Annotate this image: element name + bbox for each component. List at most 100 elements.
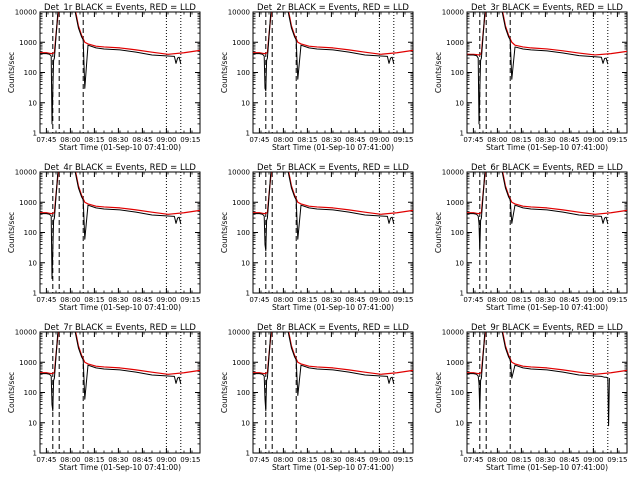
y-tick-label: 1000 [19, 359, 37, 367]
events-series-line [40, 12, 182, 125]
detector-panel: Det_6r BLACK = Events, RED = LLD 1 10 100 10… [434, 163, 628, 312]
x-tick-label: 07:45 [463, 296, 483, 304]
panel-title: Det_6r BLACK = Events, RED = LLD [471, 163, 623, 173]
x-tick-label: 08:30 [321, 296, 341, 304]
x-tick-label: 08:15 [511, 456, 531, 464]
events-series-line [467, 332, 610, 427]
panel-frame [39, 331, 201, 454]
x-tick-label: 07:45 [36, 456, 56, 464]
panel-frame [252, 331, 414, 454]
panel-frame [39, 171, 201, 294]
detector-panel: Det_7r BLACK = Events, RED = LLD 1 10 100 10… [7, 323, 201, 472]
x-axis-label: Start Time (01-Sep-10 07:41:00) [59, 303, 181, 312]
x-tick-label: 08:30 [535, 296, 555, 304]
events-series-line [253, 172, 395, 252]
events-series-line [40, 172, 182, 280]
y-tick-label: 1000 [232, 359, 250, 367]
x-tick-label: 08:00 [273, 456, 293, 464]
detector-panel: Det_8r BLACK = Events, RED = LLD 1 10 100 10… [220, 323, 414, 472]
x-tick-label: 08:00 [273, 296, 293, 304]
panel-title: Det_9r BLACK = Events, RED = LLD [471, 323, 623, 333]
x-tick-label: 09:00 [369, 136, 389, 144]
panel-title: Det_5r BLACK = Events, RED = LLD [257, 163, 409, 173]
x-tick-label: 07:45 [463, 456, 483, 464]
y-tick-label: 100 [237, 69, 250, 77]
y-tick-label: 1 [460, 130, 464, 138]
x-tick-label: 08:00 [487, 456, 507, 464]
x-axis-label: Start Time (01-Sep-10 07:41:00) [272, 143, 394, 152]
y-axis-label: Counts/sec [220, 372, 229, 413]
y-tick-label: 100 [24, 69, 37, 77]
x-tick-label: 09:00 [369, 296, 389, 304]
x-tick-label: 07:45 [249, 456, 269, 464]
x-axis-label: Start Time (01-Sep-10 07:41:00) [486, 303, 608, 312]
plot-area [40, 332, 200, 412]
y-tick-label: 10 [241, 419, 250, 427]
x-tick-label: 09:15 [180, 456, 200, 464]
x-tick-label: 08:00 [273, 136, 293, 144]
panel-title: Det_4r BLACK = Events, RED = LLD [44, 163, 196, 173]
panel-title: Det_7r BLACK = Events, RED = LLD [44, 323, 196, 333]
x-tick-label: 08:30 [108, 456, 128, 464]
plot-area [253, 12, 413, 92]
y-tick-label: 1 [460, 450, 464, 458]
panel-frame [252, 11, 414, 134]
x-tick-label: 09:15 [393, 136, 413, 144]
y-tick-label: 10000 [442, 169, 464, 177]
events-series-line [467, 172, 609, 252]
x-tick-label: 08:45 [345, 296, 365, 304]
x-tick-label: 09:15 [180, 136, 200, 144]
plot-area [253, 332, 413, 412]
y-tick-label: 1000 [446, 359, 464, 367]
x-tick-label: 07:45 [463, 136, 483, 144]
y-tick-label: 1000 [232, 199, 250, 207]
x-tick-label: 08:15 [297, 456, 317, 464]
x-tick-label: 09:00 [583, 136, 603, 144]
y-tick-label: 1000 [446, 39, 464, 47]
x-tick-label: 08:00 [60, 456, 80, 464]
x-tick-label: 08:30 [535, 456, 555, 464]
x-axis-label: Start Time (01-Sep-10 07:41:00) [272, 463, 394, 472]
x-tick-label: 09:15 [393, 456, 413, 464]
plot-area [40, 12, 200, 125]
x-tick-label: 08:15 [511, 136, 531, 144]
panel-frame [466, 11, 628, 134]
events-series-line [253, 332, 395, 412]
panel-title: Det_1r BLACK = Events, RED = LLD [44, 3, 196, 13]
x-axis-label: Start Time (01-Sep-10 07:41:00) [486, 143, 608, 152]
x-axis-label: Start Time (01-Sep-10 07:41:00) [59, 143, 181, 152]
x-tick-label: 09:15 [607, 296, 627, 304]
detector-panel: Det_1r BLACK = Events, RED = LLD 1 10 100 10… [7, 3, 201, 152]
y-tick-label: 100 [451, 229, 464, 237]
x-tick-label: 08:45 [345, 136, 365, 144]
y-axis-label: Counts/sec [7, 372, 16, 413]
y-tick-label: 1 [246, 130, 250, 138]
y-tick-label: 10000 [228, 329, 250, 337]
y-axis-label: Counts/sec [220, 212, 229, 253]
y-tick-label: 100 [24, 229, 37, 237]
plot-area [467, 172, 627, 252]
detector-panel: Det_2r BLACK = Events, RED = LLD 1 10 100 10… [220, 3, 414, 152]
x-tick-label: 08:00 [487, 296, 507, 304]
x-tick-label: 09:15 [393, 296, 413, 304]
x-tick-label: 09:00 [156, 456, 176, 464]
x-tick-label: 08:15 [297, 296, 317, 304]
x-tick-label: 08:30 [108, 296, 128, 304]
x-tick-label: 08:15 [511, 296, 531, 304]
y-axis-label: Counts/sec [434, 372, 443, 413]
events-series-line [40, 332, 182, 412]
panel-title: Det_3r BLACK = Events, RED = LLD [471, 3, 623, 13]
y-tick-label: 100 [237, 229, 250, 237]
x-tick-label: 09:00 [156, 136, 176, 144]
y-tick-label: 100 [237, 389, 250, 397]
x-tick-label: 08:15 [297, 136, 317, 144]
y-tick-label: 10000 [228, 9, 250, 17]
x-tick-label: 08:00 [487, 136, 507, 144]
x-tick-label: 09:15 [607, 136, 627, 144]
y-tick-label: 1 [460, 290, 464, 298]
y-axis-label: Counts/sec [434, 212, 443, 253]
x-tick-label: 09:00 [583, 456, 603, 464]
x-axis-label: Start Time (01-Sep-10 07:41:00) [486, 463, 608, 472]
x-tick-label: 08:15 [84, 296, 104, 304]
